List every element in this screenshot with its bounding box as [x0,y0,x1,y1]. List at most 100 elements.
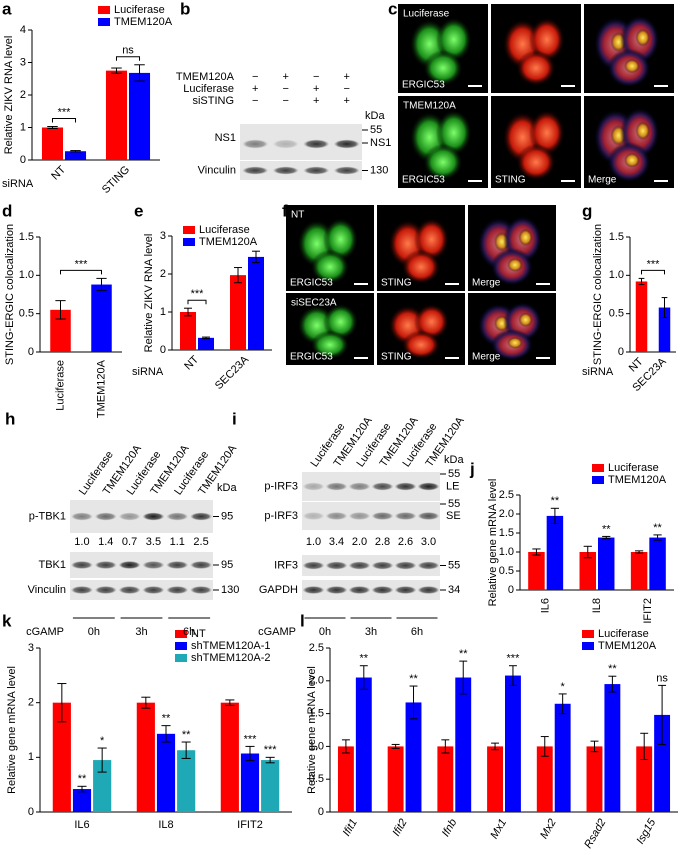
unit: kDa [444,454,464,466]
legend-swatch [98,18,110,26]
blot [302,580,440,600]
marker-label: 34 [448,584,460,596]
bar [156,733,176,812]
condition-label: NT [291,210,304,221]
panel-label: i [232,409,237,428]
band [190,512,213,521]
y-tick-label: 2.5 [499,489,514,501]
legend-swatch [175,642,187,650]
channel-label: ERGIC53 [402,175,445,186]
quantification: 2.6 [398,536,413,548]
treatment-label: cGAMP [258,626,296,638]
bar [546,515,564,590]
channel-label: ERGIC53 [402,80,445,91]
bar [579,552,596,590]
x-axis-label: siRNA [2,178,34,190]
band [142,586,165,594]
significance: ** [409,673,418,685]
band [142,512,165,521]
significance: *** [191,288,205,300]
y-tick-label: 0.5 [19,308,34,320]
blot-label: Vinculin [28,584,66,596]
significance: * [100,735,105,747]
bar [505,675,521,812]
legend-label: Luciferase [608,462,659,474]
band [394,482,417,491]
blot [70,500,213,533]
condition-sign: + [283,71,289,83]
band [325,561,348,570]
y-tick-label: 3 [28,642,34,654]
marker-label: 130 [370,164,388,176]
band [302,561,325,570]
panel-label: h [5,409,15,428]
significance: ** [608,663,617,675]
legend-swatch [175,630,187,638]
bracket [115,56,141,61]
x-tick-label: NT [182,353,201,372]
exposure-label: LE [446,480,459,492]
y-tick-label: 0 [318,806,324,818]
quantification: 1.0 [74,536,89,548]
band [417,512,440,520]
condition-sign: − [344,83,350,95]
bar [105,70,127,160]
y-tick-label: 2 [28,697,34,709]
x-tick-label: Rsad2 [582,817,608,850]
band [94,512,117,521]
band [417,482,440,491]
significance: ** [162,713,171,725]
significance: ** [551,495,560,507]
legend-swatch [582,642,594,650]
condition-label: Luciferase [403,9,450,20]
band [303,139,330,149]
legend-swatch [592,476,604,484]
band [303,166,330,175]
panel-label: d [2,201,12,220]
bar [50,309,71,352]
band [348,586,371,594]
quantification: 3.5 [146,536,161,548]
condition-label: siSTING [192,95,234,107]
bar [536,746,553,812]
cell-signal [516,50,556,86]
significance: * [561,681,566,693]
quantification: 2.5 [193,536,208,548]
y-tick-label: 1.5 [609,231,624,243]
condition-label: TMEM120A [176,71,235,83]
y-tick-label: 1.5 [499,527,514,539]
bar [136,702,155,812]
condition-sign: + [313,95,319,107]
x-axis-label: siRNA [582,366,614,378]
band [70,512,93,521]
bar [198,337,214,350]
blot-label: p-IRF3 [264,480,298,492]
bracket [187,299,207,305]
y-tick-label: 3 [160,230,166,242]
blot-label: NS1 [215,132,236,144]
y-axis-label: Relative gene mRNA level [487,479,499,607]
channel-label: Merge [472,352,501,363]
y-tick-label: 1.0 [19,269,34,281]
marker-label: 130 [221,584,239,596]
condition-sign: + [344,71,350,83]
band [272,139,299,149]
blot [302,555,440,576]
y-tick-label: 1.5 [309,708,324,720]
y-axis-label: Relative gene mRNA level [6,666,18,794]
colocalization [635,28,650,47]
y-axis-label: Relative ZIKV RNA level [3,36,15,155]
x-axis-label: siRNA [132,366,164,378]
panel-label: g [582,201,592,220]
bar [630,552,648,590]
band [70,561,93,569]
y-tick-label: 1.5 [19,231,34,243]
band [94,561,117,569]
time-label: 3h [365,626,377,638]
condition-sign: + [252,83,258,95]
x-tick-label: Ifnb [440,817,460,839]
y-tick-label: 0.5 [499,565,514,577]
x-tick-label: Isg15 [634,816,658,846]
x-tick-label: IL6 [74,819,89,831]
bar [528,552,545,590]
